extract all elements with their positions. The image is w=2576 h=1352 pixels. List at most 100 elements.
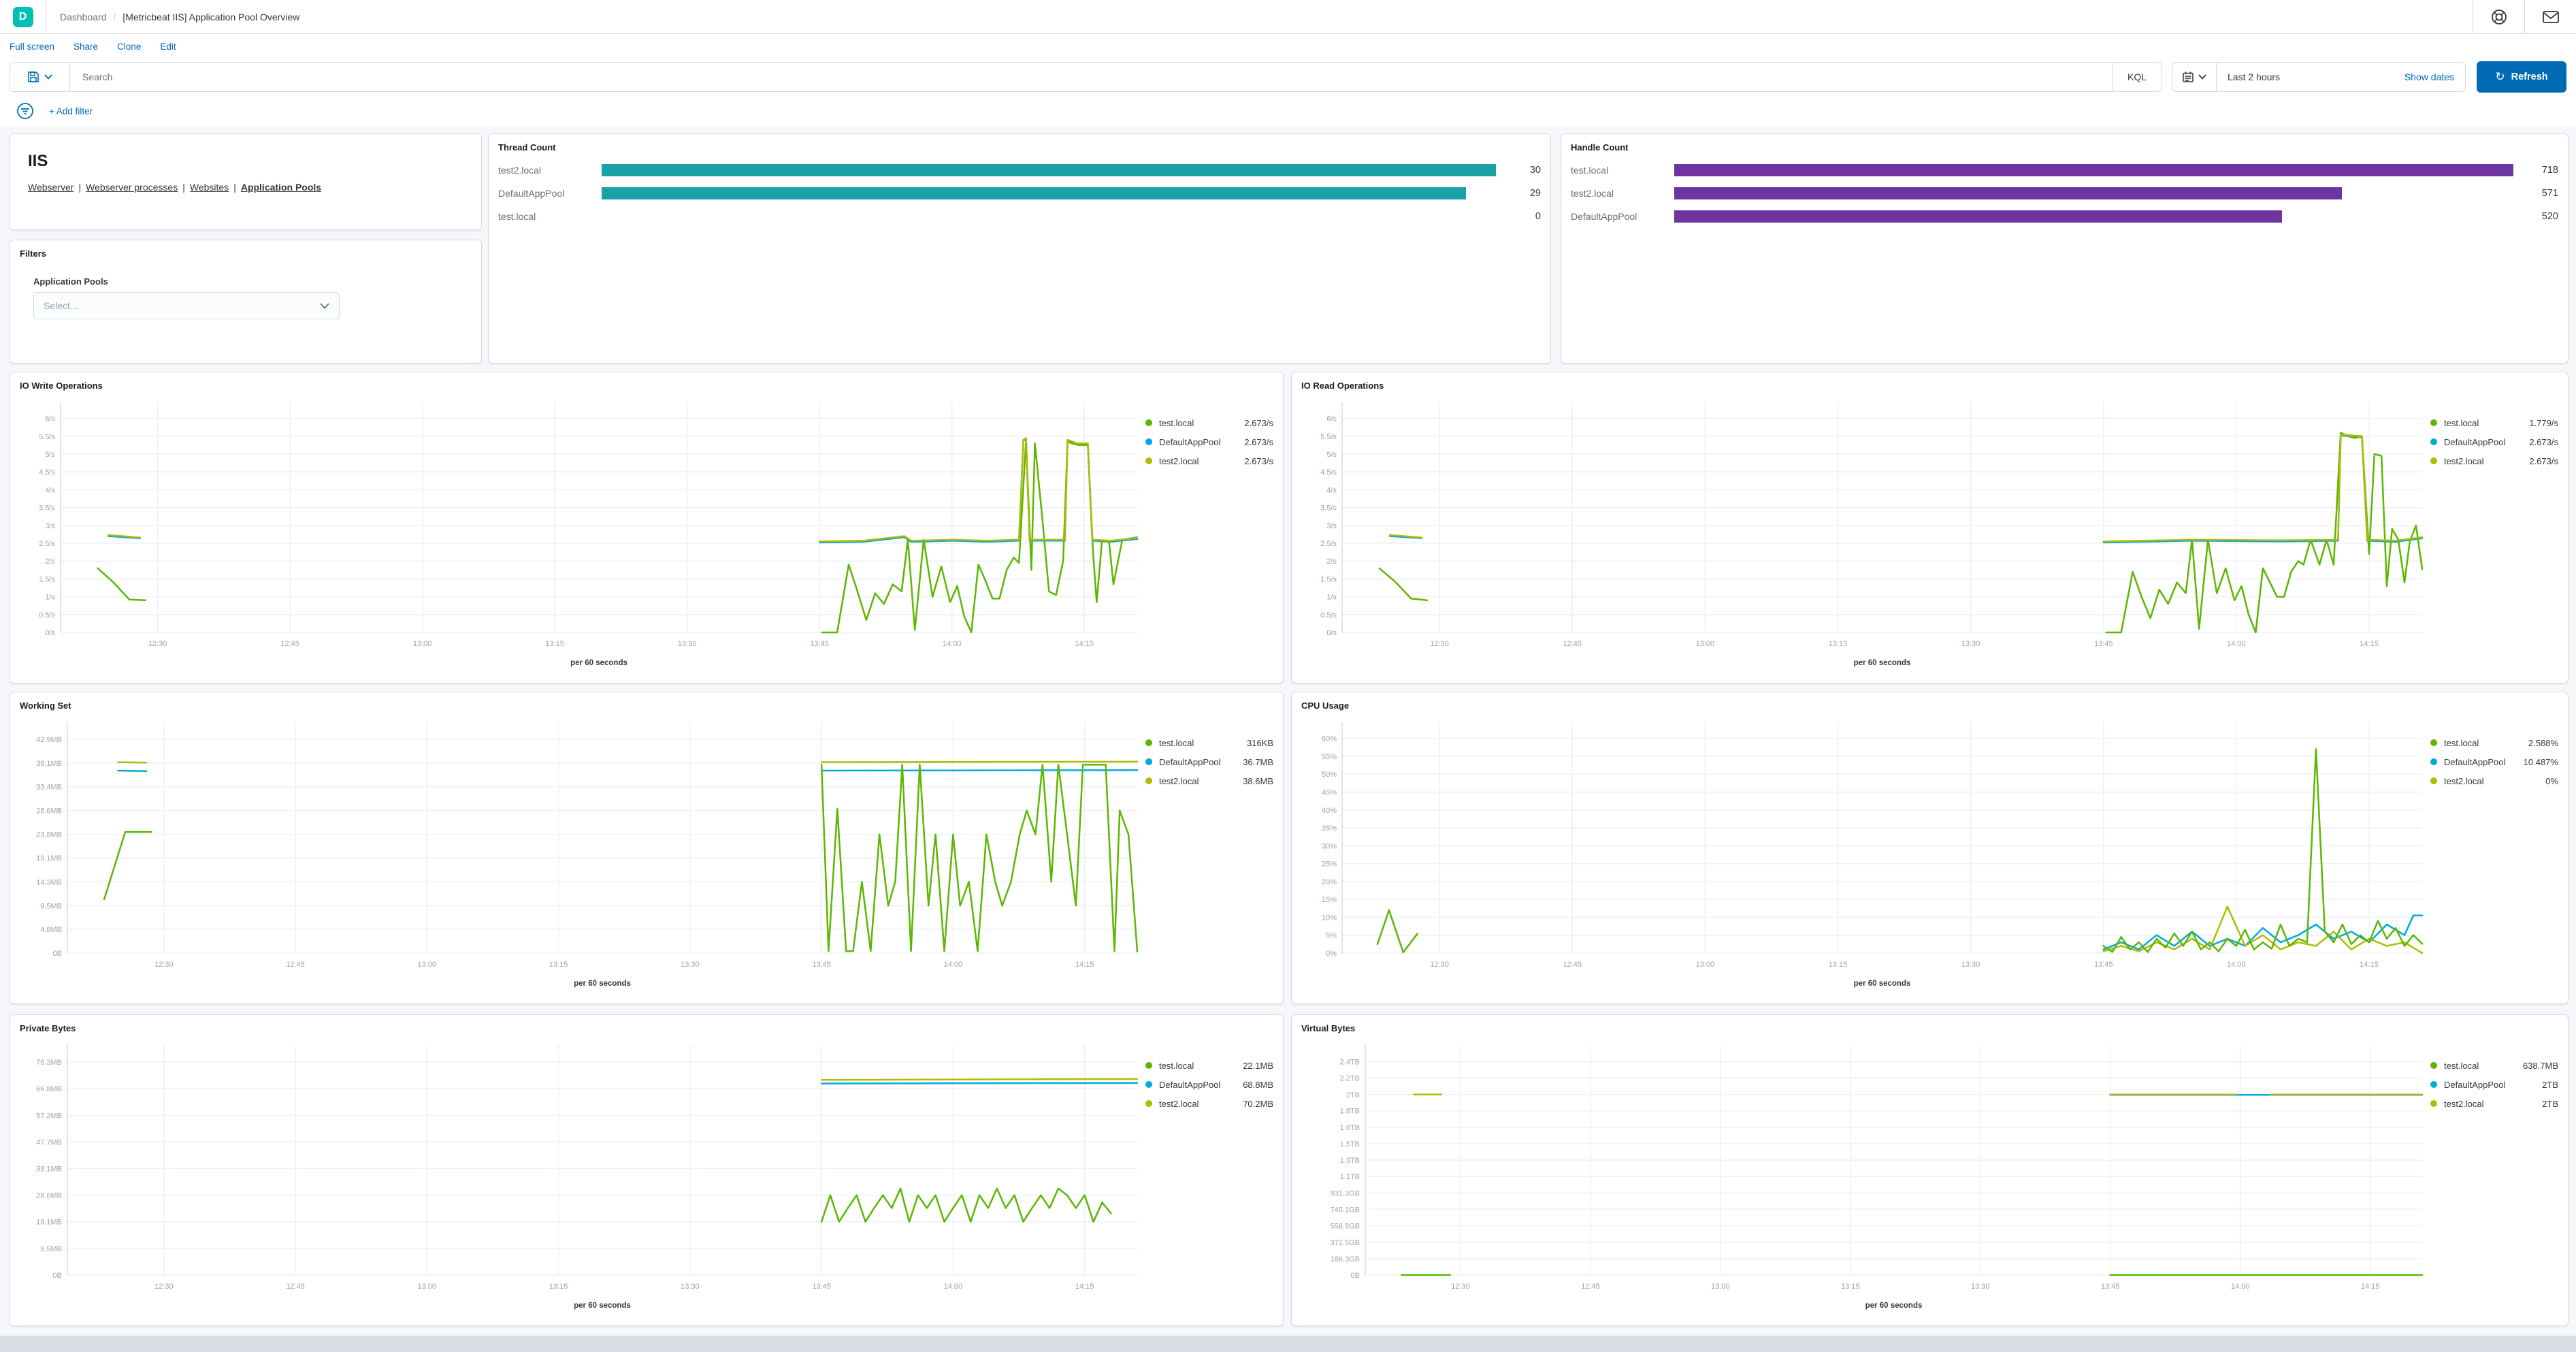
calendar-button[interactable] — [2172, 63, 2217, 91]
svg-text:14:00: 14:00 — [2231, 1283, 2250, 1291]
legend-item-test.local[interactable]: test.local 638.7MB — [2426, 1056, 2558, 1075]
virtual-bytes-line-chart[interactable]: 12:30 12:45 13:00 13:15 13:30 13:45 14:00 14:15… — [1292, 1015, 2426, 1325]
bar-track — [1674, 187, 2513, 199]
bar-fill — [1674, 187, 2342, 199]
filter-icon[interactable] — [15, 101, 35, 121]
search-input[interactable] — [70, 71, 2112, 82]
panel-virtual-bytes: Virtual Bytes 12:30 12:45 13:00 13:15 13:30 1… — [1291, 1014, 2569, 1326]
refresh-button[interactable]: ↻ Refresh — [2477, 61, 2566, 93]
legend-item-test.local[interactable]: test.local 22.1MB — [1141, 1056, 1273, 1075]
bar-track — [1674, 210, 2513, 223]
svg-text:2TB: 2TB — [1346, 1091, 1360, 1099]
elastic-logo[interactable]: D — [12, 6, 33, 27]
legend-item-DefaultAppPool[interactable]: DefaultAppPool 36.7MB — [1141, 752, 1273, 771]
private-bytes-line-chart[interactable]: 12:30 12:45 13:00 13:15 13:30 13:45 14:00 14:15… — [10, 1015, 1141, 1325]
legend-dot — [1145, 438, 1152, 445]
saved-query-button[interactable] — [10, 62, 69, 92]
menu-item-clone[interactable]: Clone — [117, 41, 142, 52]
show-dates-button[interactable]: Show dates — [2404, 71, 2454, 82]
chevron-down-icon — [320, 302, 329, 309]
bar-track — [602, 210, 1496, 223]
legend-item-DefaultAppPool[interactable]: DefaultAppPool 10.487% — [2426, 752, 2558, 771]
bar-track — [1674, 164, 2513, 176]
svg-text:13:30: 13:30 — [681, 961, 700, 969]
svg-text:2.4TB: 2.4TB — [1340, 1058, 1360, 1066]
legend-item-DefaultAppPool[interactable]: DefaultAppPool 2.673/s — [2426, 432, 2558, 451]
panel-title: Filters — [20, 248, 47, 259]
svg-text:0B: 0B — [53, 1272, 62, 1280]
legend-name: test.local — [1159, 417, 1194, 428]
cpu-usage-line-chart[interactable]: 12:30 12:45 13:00 13:15 13:30 13:45 14:00 14:15… — [1292, 692, 2426, 1003]
svg-text:4.5/s: 4.5/s — [1320, 468, 1337, 477]
iis-heading: IIS — [28, 152, 48, 170]
legend-item-test.local[interactable]: test.local 316KB — [1141, 733, 1273, 752]
svg-text:12:45: 12:45 — [1563, 961, 1582, 969]
chevron-down-icon — [44, 74, 52, 80]
svg-text:per 60 seconds: per 60 seconds — [1854, 980, 1911, 988]
bar-fill — [602, 187, 1467, 199]
svg-text:13:45: 13:45 — [812, 961, 831, 969]
legend-item-test.local[interactable]: test.local 1.779/s — [2426, 413, 2558, 432]
menu-item-share[interactable]: Share — [74, 41, 99, 52]
bar-row-DefaultAppPool[interactable]: DefaultAppPool 29 — [498, 187, 1541, 200]
legend-item-DefaultAppPool[interactable]: DefaultAppPool 68.8MB — [1141, 1075, 1273, 1094]
svg-text:13:00: 13:00 — [1696, 640, 1715, 648]
panel-cpu-usage: CPU Usage 12:30 12:45 13:00 13:15 13:30 13:45… — [1291, 692, 2569, 1004]
bar-track — [602, 164, 1496, 176]
legend-item-test2.local[interactable]: test2.local 0% — [2426, 771, 2558, 790]
working-set-line-chart[interactable]: 12:30 12:45 13:00 13:15 13:30 13:45 14:00 14:15… — [10, 692, 1141, 1003]
menu-item-full-screen[interactable]: Full screen — [10, 41, 55, 52]
legend-dot — [1145, 739, 1152, 746]
legend-item-test2.local[interactable]: test2.local 2TB — [2426, 1094, 2558, 1113]
panel-thread-count: Thread Count test2.local 30 DefaultAppPool… — [488, 133, 1551, 364]
bar-row-test2.local[interactable]: test2.local 571 — [1571, 187, 2558, 200]
bar-row-DefaultAppPool[interactable]: DefaultAppPool 520 — [1571, 210, 2558, 223]
legend-item-test2.local[interactable]: test2.local 2.673/s — [2426, 451, 2558, 470]
svg-text:0%: 0% — [1326, 950, 1337, 958]
breadcrumb-dashboard[interactable]: Dashboard — [60, 11, 107, 22]
svg-text:30%: 30% — [1322, 842, 1337, 850]
kql-selector[interactable]: KQL — [2111, 63, 2162, 91]
newsfeed-button[interactable] — [2524, 0, 2576, 33]
legend-item-DefaultAppPool[interactable]: DefaultAppPool 2.673/s — [1141, 432, 1273, 451]
panel-title: Private Bytes — [20, 1023, 76, 1033]
legend-value: 68.8MB — [1243, 1079, 1273, 1090]
iis-link-webserver[interactable]: Webserver — [28, 182, 74, 193]
iis-link-webserver-processes[interactable]: Webserver processes — [86, 182, 178, 193]
svg-text:14.3MB: 14.3MB — [36, 878, 62, 886]
legend-value: 22.1MB — [1243, 1060, 1273, 1071]
legend-item-test2.local[interactable]: test2.local 2.673/s — [1141, 451, 1273, 470]
svg-text:14:15: 14:15 — [2360, 640, 2379, 648]
bar-row-test2.local[interactable]: test2.local 30 — [498, 163, 1541, 177]
legend-name: test2.local — [1159, 775, 1199, 786]
legend-item-DefaultAppPool[interactable]: DefaultAppPool 2TB — [2426, 1075, 2558, 1094]
svg-text:14:00: 14:00 — [943, 640, 962, 648]
refresh-icon: ↻ — [2495, 70, 2505, 83]
legend-value: 316KB — [1246, 737, 1273, 748]
time-range-value[interactable]: Last 2 hours — [2228, 71, 2281, 82]
breadcrumb-separator: / — [113, 11, 116, 22]
legend-item-test.local[interactable]: test.local 2.673/s — [1141, 413, 1273, 432]
help-button[interactable] — [2473, 0, 2524, 33]
thread-count-bar-chart: test2.local 30 DefaultAppPool 29 test.local 0 — [489, 152, 1550, 223]
legend-item-test2.local[interactable]: test2.local 38.6MB — [1141, 771, 1273, 790]
legend-name: test2.local — [2444, 775, 2484, 786]
iis-link-websites[interactable]: Websites — [189, 182, 229, 193]
svg-text:0B: 0B — [1351, 1272, 1360, 1280]
application-pools-select[interactable]: Select... — [33, 292, 340, 319]
legend-item-test.local[interactable]: test.local 2.588% — [2426, 733, 2558, 752]
iis-link-application-pools[interactable]: Application Pools — [240, 182, 322, 193]
panel-private-bytes: Private Bytes 12:30 12:45 13:00 13:15 13:30 1… — [10, 1014, 1284, 1326]
svg-text:12:45: 12:45 — [286, 961, 305, 969]
legend-item-test2.local[interactable]: test2.local 70.2MB — [1141, 1094, 1273, 1113]
io-write-line-chart[interactable]: 12:30 12:45 13:00 13:15 13:30 13:45 14:00 14:15… — [10, 372, 1141, 683]
bar-row-test.local[interactable]: test.local 0 — [498, 210, 1541, 223]
io-read-line-chart[interactable]: 12:30 12:45 13:00 13:15 13:30 13:45 14:00 14:15… — [1292, 372, 2426, 683]
add-filter-button[interactable]: + Add filter — [49, 106, 93, 116]
bar-row-test.local[interactable]: test.local 718 — [1571, 163, 2558, 177]
legend-dot — [2430, 457, 2437, 464]
help-icon — [2491, 9, 2507, 25]
mail-icon — [2542, 10, 2559, 23]
menu-item-edit[interactable]: Edit — [160, 41, 176, 52]
dashboard-menu: Full screen Share Clone Edit — [0, 34, 2576, 59]
